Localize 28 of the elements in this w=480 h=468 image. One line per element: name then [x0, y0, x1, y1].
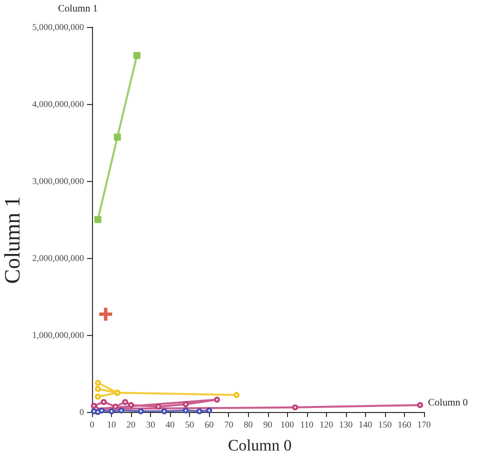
text: Column 1 [58, 4, 98, 14]
x-tick-label: 30 [146, 420, 156, 430]
x-tick-label: 40 [166, 420, 176, 430]
y-tick-label: 0 [80, 407, 84, 417]
x-tick-label: 100 [280, 420, 295, 430]
x-axis-title: Column 0 [228, 438, 292, 454]
y-axis-title: Column 1 [0, 196, 24, 284]
x-tick-label: 0 [90, 420, 95, 430]
x-tick-label: 50 [185, 420, 195, 430]
y-tick-label: 5,000,000,000 [32, 22, 84, 32]
x-tick-label: 140 [358, 420, 373, 430]
x-tick-label: 70 [224, 420, 234, 430]
text: Column 0 [428, 398, 468, 408]
x-tick-label: 10 [107, 420, 117, 430]
x-tick-label: 90 [263, 420, 273, 430]
x-tick-label: 120 [320, 420, 334, 430]
x-tick-label: 20 [126, 420, 136, 430]
y-tick-label: 1,000,000,000 [32, 330, 84, 340]
y-tick-label: 3,000,000,000 [32, 176, 84, 186]
x-tick-label: 130 [339, 420, 354, 430]
x-tick-label: 160 [398, 420, 412, 430]
y-tick-label: 2,000,000,000 [32, 253, 84, 263]
x-tick-label: 80 [244, 420, 254, 430]
x-tick-label: 170 [417, 420, 432, 430]
x-tick-label: 150 [378, 420, 392, 430]
y-tick-label: 4,000,000,000 [32, 99, 84, 109]
x-tick-label: 60 [204, 420, 214, 430]
x-tick-label: 110 [300, 420, 314, 430]
